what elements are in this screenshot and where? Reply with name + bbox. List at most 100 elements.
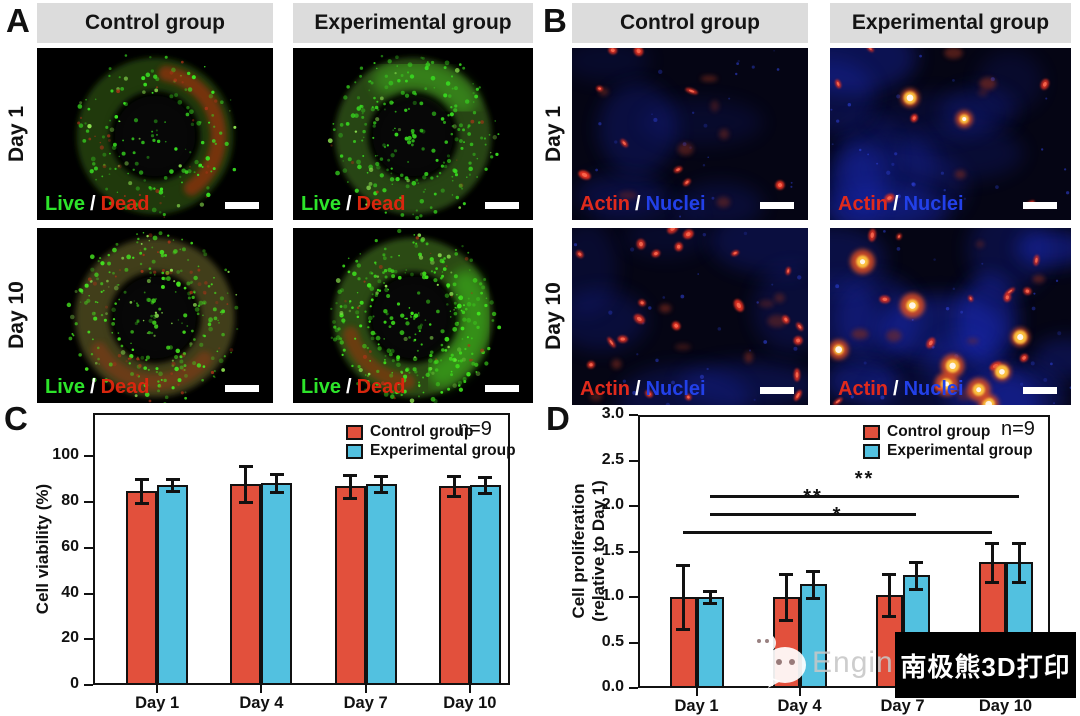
error-bar-cap-bottom [909,587,923,591]
sample-size-annotation: n=9 [1001,418,1035,440]
error-bar-line [244,465,248,503]
y-tick-mark [629,505,638,507]
bar-control-group-day-1 [669,597,697,688]
stain-legend-label: Live / Dead [301,376,406,399]
legend-label-experimental-group: Experimental group [887,442,1033,459]
x-tick-mark [364,685,367,693]
-label: / [635,193,641,215]
y-tick-mark [629,596,638,598]
error-bar-cap-top [374,474,389,478]
scale-bar [225,385,259,392]
error-bar-line [681,565,685,629]
panel-c-label: C [4,400,28,437]
legend-swatch-control-group [346,425,363,440]
x-tick-mark [695,688,698,696]
error-bar-line [171,479,175,491]
error-bar-line [379,475,383,492]
panel-a-label: A [6,2,30,39]
-label: / [346,376,352,398]
error-bar-cap-top [676,564,690,568]
error-bar-cap-bottom [882,615,896,619]
y-tick-mark [84,684,93,686]
live-label: Live [45,193,86,215]
error-bar-cap-top [238,464,253,468]
error-bar-line [784,574,788,620]
panel-a-row-label-day1: Day 1 [5,105,28,163]
y-tick-mark [84,501,93,504]
error-bar-cap-bottom [165,489,180,493]
legend-label-experimental-group: Experimental group [370,442,516,459]
error-bar-line [348,474,352,498]
chart-d-y-axis-title: Cell proliferation (relative to Day 1) [569,415,611,687]
y-tick-mark [629,414,638,416]
error-bar-line [914,561,918,589]
bar-control-group-day-1 [126,490,158,685]
dead-label: Dead [356,193,406,215]
x-tick-label-day-1: Day 1 [674,697,719,715]
y-tick-mark [84,546,93,549]
error-bar-cap-bottom [269,490,284,494]
error-bar-cap-top [985,542,999,546]
error-bar-cap-bottom [238,501,253,505]
significance-stars-2: ** [854,468,875,491]
error-bar-cap-top [478,476,493,479]
bar-experimental-group-day-1 [157,485,189,685]
chart-c-y-axis-title: Cell viability (%) [33,483,52,615]
nuclei-label: Nuclei [903,378,964,400]
actin-label: Actin [580,193,630,215]
error-bar-cap-top [165,478,180,482]
y-tick-mark [629,687,638,689]
dead-label: Dead [356,376,406,398]
live-dead-micrograph [37,48,273,220]
scale-bar [225,202,259,209]
error-bar-cap-bottom [343,496,358,500]
error-bar-cap-top [882,573,896,577]
actin-nuclei-micrograph [572,48,808,220]
live-label: Live [301,376,342,398]
live-dead-micrograph [293,228,533,403]
error-bar-cap-bottom [985,580,999,584]
bar-experimental-group-day-7 [365,483,397,685]
error-bar-cap-bottom [1012,580,1026,584]
y-tick-mark [629,641,638,644]
live-dead-micrograph [37,228,273,403]
chart-d-y-axis-title-line2: (relative to Day 1) [589,480,608,622]
bar-control-group-day-7 [334,486,366,685]
dead-label: Dead [100,376,150,398]
panel-b-label: B [543,2,567,39]
live-label: Live [45,376,86,398]
-label: / [90,376,96,398]
panel-b-row-label-day1: Day 1 [542,105,565,163]
x-tick-label-day-1: Day 1 [135,694,180,712]
significance-line-0 [683,531,992,534]
scale-bar [760,202,794,209]
dead-label: Dead [100,193,150,215]
panel-b-image-control-day10: Actin / Nuclei [572,228,808,405]
live-dead-micrograph [293,48,533,220]
x-tick-label-day-10: Day 10 [443,694,497,712]
-label: / [346,193,352,215]
sample-size-annotation: n=9 [458,418,492,440]
stain-legend-label: Live / Dead [301,193,406,216]
scale-bar [1023,387,1057,394]
error-bar-cap-bottom [806,596,820,600]
panel-a-header-control: Control group [37,3,273,43]
stain-legend-label: Live / Dead [45,376,150,399]
panel-d-label: D [546,400,570,437]
y-tick-mark [84,638,93,641]
y-tick-mark [629,550,638,553]
-label: / [90,193,96,215]
legend-label-control-group: Control group [370,423,474,440]
panel-a-image-experimental-day10: Live / Dead [293,228,533,403]
error-bar-cap-top [343,473,358,477]
x-tick-mark [156,685,159,693]
panel-a-image-control-day1: Live / Dead [37,48,273,220]
wechat-watermark: Engine [748,628,911,690]
error-bar-line [990,543,994,582]
error-bar-cap-bottom [676,627,690,631]
wechat-icon [750,632,806,688]
actin-label: Actin [838,378,888,400]
y-tick-mark [629,459,638,462]
y-tick-mark [84,592,93,595]
stain-legend-label: Actin / Nuclei [580,378,706,401]
